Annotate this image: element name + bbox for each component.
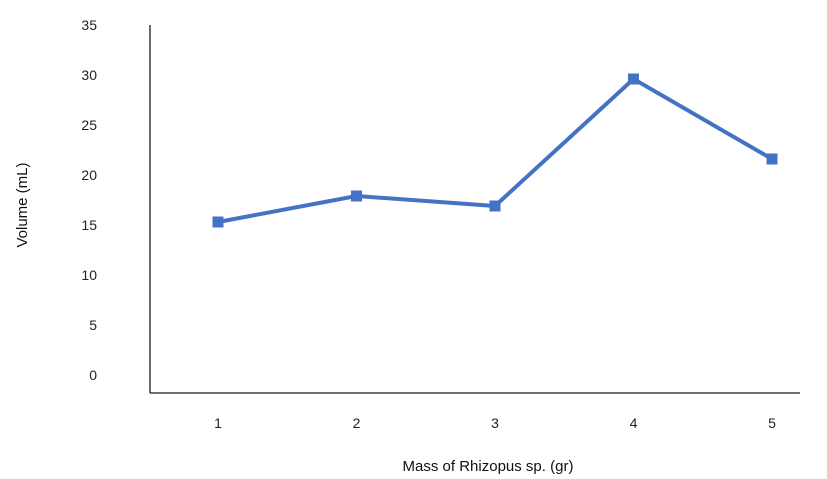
y-tick-label: 30 (81, 67, 97, 83)
x-tick-label: 4 (630, 415, 638, 431)
y-tick-labels: 0 5 10 15 20 25 30 35 (81, 17, 97, 383)
x-axis-title: Mass of Rhizopus sp. (gr) (403, 458, 574, 475)
x-tick-label: 2 (353, 415, 361, 431)
data-point-marker (628, 73, 639, 85)
y-tick-label: 25 (81, 117, 97, 133)
y-tick-label: 10 (81, 267, 97, 283)
data-point-marker (766, 153, 778, 165)
y-tick-label: 15 (81, 217, 97, 233)
data-point-marker (351, 190, 362, 202)
x-tick-label: 5 (768, 415, 776, 431)
y-tick-label: 20 (81, 167, 97, 183)
axes (149, 25, 800, 394)
y-axis-title: Volume (mL) (14, 162, 31, 247)
x-tick-labels: 1 2 3 4 5 (214, 415, 776, 431)
x-tick-label: 1 (214, 415, 222, 431)
y-tick-label: 0 (89, 367, 97, 383)
data-point-marker (489, 200, 501, 212)
y-tick-label: 5 (89, 317, 97, 333)
series-layer (212, 73, 778, 228)
y-tick-label: 35 (81, 17, 97, 33)
x-tick-label: 3 (491, 415, 499, 431)
data-point-marker (212, 216, 224, 228)
